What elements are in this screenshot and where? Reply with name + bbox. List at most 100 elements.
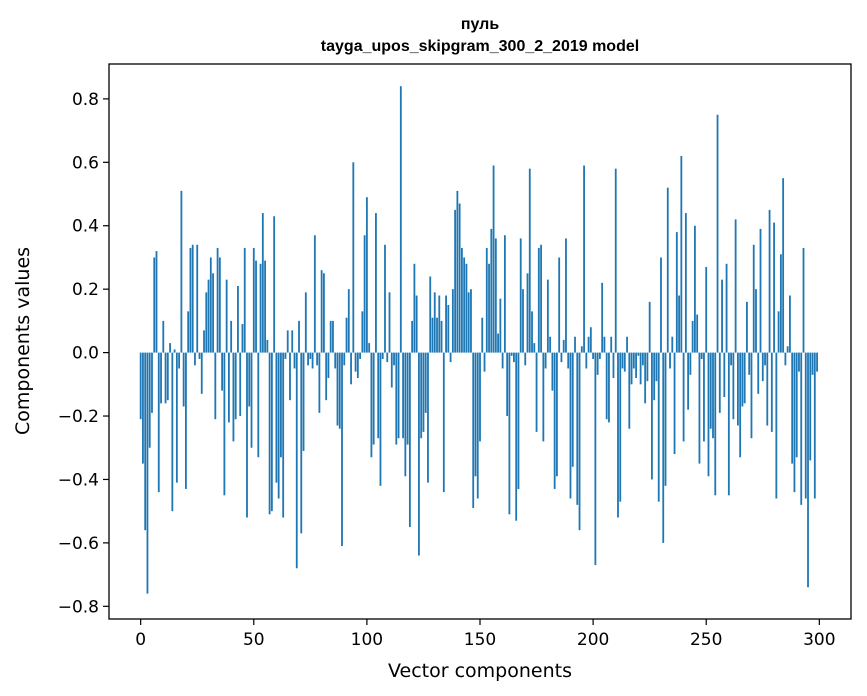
bar — [332, 320, 334, 353]
bar — [280, 352, 282, 458]
bar — [375, 213, 377, 353]
bar — [703, 352, 705, 442]
bar — [252, 247, 255, 353]
bar — [352, 162, 355, 353]
y-tick-label: 0.8 — [72, 90, 99, 110]
bar — [171, 352, 174, 512]
bar — [804, 352, 807, 499]
bar — [687, 352, 690, 410]
bar — [626, 336, 628, 353]
bar — [669, 352, 671, 369]
bar — [234, 352, 237, 420]
bar — [655, 352, 658, 382]
bar — [621, 352, 624, 369]
bar — [517, 352, 520, 489]
bar — [623, 352, 626, 372]
bar — [714, 352, 717, 496]
bar — [705, 266, 708, 353]
bar — [506, 352, 509, 417]
bar — [438, 295, 441, 353]
bar — [673, 352, 676, 455]
bar — [194, 352, 196, 366]
bar — [503, 235, 506, 353]
bar — [540, 244, 542, 353]
bar — [589, 327, 592, 353]
bar — [696, 314, 699, 353]
bar — [408, 352, 411, 528]
bar — [307, 352, 309, 366]
bar — [185, 352, 187, 489]
bar — [617, 352, 619, 518]
bar — [248, 352, 251, 407]
bar — [784, 352, 787, 366]
bar — [789, 295, 791, 353]
bar — [580, 346, 583, 353]
bar — [173, 349, 176, 353]
bar — [474, 352, 477, 477]
y-tick-label: −0.4 — [58, 470, 99, 490]
plot-frame — [108, 63, 852, 620]
y-tick-label: 0.6 — [72, 153, 99, 173]
bar — [743, 352, 746, 404]
bar — [196, 244, 199, 353]
bar-series — [139, 86, 818, 594]
bar — [816, 352, 818, 372]
bar — [741, 352, 744, 407]
bar — [691, 320, 694, 353]
bar — [761, 352, 764, 382]
bar — [675, 232, 678, 353]
bar — [345, 317, 348, 353]
bar — [275, 352, 278, 483]
bar — [273, 216, 276, 353]
bar — [377, 352, 380, 439]
bar — [261, 213, 264, 353]
bar — [343, 352, 346, 366]
bar — [664, 352, 667, 486]
bar — [402, 352, 404, 439]
bar — [565, 238, 567, 353]
bar — [139, 352, 142, 420]
bar — [198, 352, 201, 359]
bar — [384, 244, 386, 353]
bar — [329, 320, 332, 353]
bar — [153, 257, 156, 353]
bar — [483, 352, 486, 372]
bar — [379, 352, 382, 486]
bar — [492, 165, 495, 353]
bar — [420, 352, 423, 439]
bar — [560, 352, 563, 363]
bar — [707, 352, 710, 477]
bar — [246, 352, 248, 518]
bar — [155, 251, 158, 353]
bar — [381, 352, 384, 359]
bar — [388, 292, 391, 353]
bar — [365, 197, 368, 353]
chart-title: пуль — [461, 16, 500, 33]
bar — [639, 352, 642, 385]
bar — [142, 352, 144, 464]
bar — [363, 235, 366, 353]
bar — [191, 244, 194, 353]
bar — [802, 247, 805, 353]
bar — [347, 289, 350, 353]
bar — [316, 352, 319, 366]
bar — [436, 317, 438, 353]
bar — [169, 343, 171, 353]
bar — [641, 352, 644, 366]
bar — [207, 279, 210, 353]
bar — [644, 352, 647, 404]
y-axis-label: Components values — [12, 247, 34, 435]
bar — [499, 298, 502, 353]
y-tick-label: −0.2 — [58, 407, 99, 427]
bar — [605, 352, 608, 420]
bar — [411, 320, 414, 353]
bar — [481, 317, 484, 353]
bar — [166, 352, 169, 401]
bar — [594, 352, 597, 566]
x-tick-label: 0 — [135, 630, 146, 650]
bar — [490, 228, 493, 353]
bar — [424, 352, 427, 413]
bar — [323, 273, 325, 353]
bar — [225, 279, 228, 353]
bar — [571, 352, 574, 467]
